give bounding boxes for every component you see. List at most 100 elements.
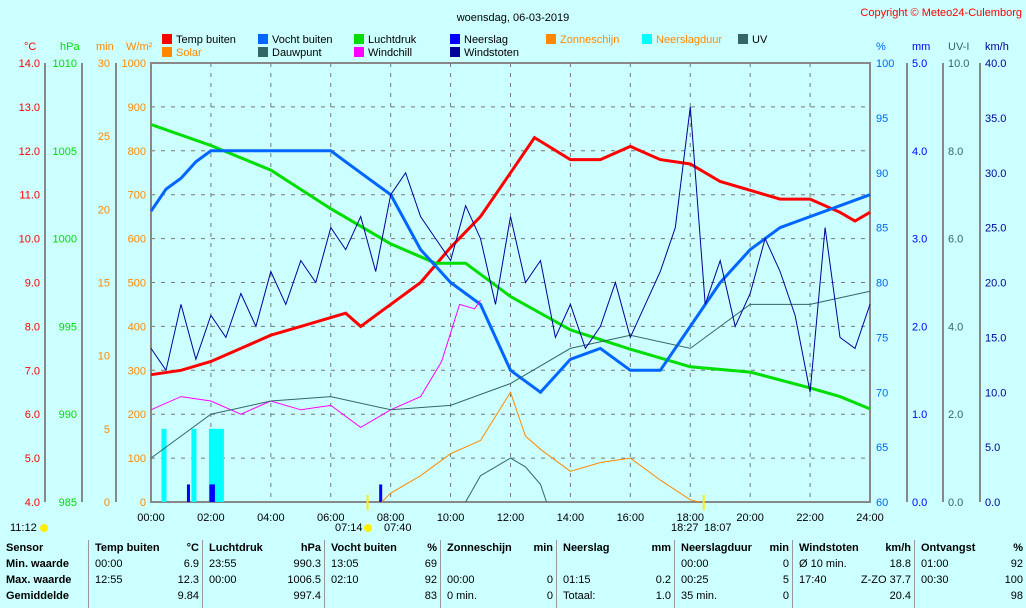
table-cell: Neerslag	[563, 542, 610, 554]
tick-label-wind: 40.0	[985, 58, 1006, 70]
table-cell: 6.9	[183, 558, 199, 570]
tick-label-solar: 100	[128, 453, 146, 465]
legend-swatch-pressure	[354, 34, 364, 44]
table-cell: mm	[651, 542, 671, 554]
table-cell: 18.8	[889, 558, 911, 570]
tick-label-temp: 4.0	[25, 497, 40, 509]
table-cell: Max. waarde	[6, 574, 72, 586]
legend-label-windchill: Windchill	[368, 47, 412, 59]
table-row: 00:00 6.9	[89, 556, 203, 572]
table-row: 00:00 1006.5	[203, 572, 325, 588]
table-cell: 0	[782, 558, 789, 570]
legend-swatch-solar	[162, 47, 172, 57]
table-cell: 83	[424, 590, 437, 602]
x-tick-label: 22:00	[796, 512, 824, 524]
legend-label-gusts: Windstoten	[464, 47, 519, 59]
series-line-windchill	[150, 299, 481, 428]
table-row: 00:30 100	[915, 572, 1026, 588]
rainduration-bar	[191, 428, 197, 502]
table-row: Ø 10 min. 18.8	[793, 556, 915, 572]
x-tick-label: 16:00	[617, 512, 645, 524]
rain-bar	[379, 484, 383, 502]
axis-label-solar: W/m²	[126, 41, 153, 53]
table-cell: min	[769, 542, 789, 554]
sun-icon	[364, 524, 372, 532]
tick-label-solar: 300	[128, 365, 146, 377]
table-cell: 98	[1010, 590, 1023, 602]
tick-label-uv: 2.0	[948, 409, 963, 421]
axis-label-wind: km/h	[985, 41, 1009, 53]
axis-label-temp: °C	[24, 41, 36, 53]
tick-label-temp: 9.0	[25, 278, 40, 290]
tick-label-wind: 35.0	[985, 113, 1006, 125]
table-cell: 0	[546, 590, 553, 602]
tick-label-solar: 200	[128, 409, 146, 421]
moon-icon	[40, 524, 48, 532]
rainduration-bar	[208, 428, 214, 502]
table-cell: Z-ZO 37.7	[860, 574, 911, 586]
table-row: Gemiddelde	[0, 588, 88, 604]
table-cell: Ontvangst	[921, 542, 976, 554]
tick-label-minutes: 25	[98, 131, 110, 143]
table-row: 02:10 92	[325, 572, 441, 588]
table-column: Zonneschijn min 00:00 0 0 min. 0	[440, 540, 557, 608]
tick-label-wind: 15.0	[985, 332, 1006, 344]
table-row: 35 min. 0	[675, 588, 793, 604]
sunrise-time: 07:14	[335, 522, 363, 534]
tick-label-humidity: 80	[876, 278, 888, 290]
table-row: 00:25 5	[675, 572, 793, 588]
legend-label-dewpoint: Dauwpunt	[272, 47, 322, 59]
stats-table: Sensor Min. waarde Max. waarde Gemiddelde Te…	[0, 540, 1026, 608]
table-cell: 13:05	[331, 558, 359, 570]
x-tick-label: 04:00	[257, 512, 285, 524]
table-column: Sensor Min. waarde Max. waarde Gemiddelde	[0, 540, 88, 608]
tick-label-humidity: 95	[876, 113, 888, 125]
table-cell: 990.3	[293, 558, 321, 570]
tick-label-solar: 500	[128, 278, 146, 290]
weather-chart: woensdag, 06-03-2019 Copyright © Meteo24-…	[10, 7, 1022, 534]
tick-label-uv: 6.0	[948, 234, 963, 246]
table-cell: Totaal:	[563, 590, 596, 602]
tick-label-solar: 800	[128, 146, 146, 158]
table-cell: hPa	[300, 542, 321, 554]
tick-label-solar: 400	[128, 321, 146, 333]
table-cell: 23:55	[209, 558, 237, 570]
tick-label-temp: 7.0	[25, 365, 40, 377]
rain-bar	[211, 484, 215, 502]
table-row: 23:55 990.3	[203, 556, 325, 572]
tick-label-humidity: 85	[876, 223, 888, 235]
tick-label-humidity: 65	[876, 442, 888, 454]
table-row	[441, 556, 557, 572]
legend-label-uv: UV	[752, 34, 768, 46]
tick-label-humidity: 60	[876, 497, 888, 509]
tick-label-pressure: 985	[59, 497, 77, 509]
table-cell: 01:15	[563, 574, 591, 586]
table-column: Neerslag mm 01:15 0.2 Totaal: 1.0	[556, 540, 675, 608]
legend-swatch-sunshine	[546, 34, 556, 44]
dawn-time: 07:40	[384, 522, 412, 534]
legend-swatch-gusts	[450, 47, 460, 57]
table-cell: 00:00	[209, 574, 237, 586]
series-line-temp	[150, 135, 871, 377]
tick-label-temp: 11.0	[19, 190, 40, 202]
table-cell: Luchtdruk	[209, 542, 263, 554]
tick-label-temp: 8.0	[25, 321, 40, 333]
table-column: Windstoten km/h Ø 10 min. 18.8 17:40 Z-ZO 37.…	[792, 540, 915, 608]
table-row: Totaal: 1.0	[557, 588, 675, 604]
x-tick-label: 00:00	[137, 512, 165, 524]
series-line-dewpoint	[150, 290, 871, 459]
table-row: 00:00 0	[441, 572, 557, 588]
table-cell: 01:00	[921, 558, 949, 570]
tick-label-temp: 6.0	[25, 409, 40, 421]
table-row: 01:15 0.2	[557, 572, 675, 588]
x-tick-label: 24:00	[856, 512, 884, 524]
moonrise-time: 11:12	[10, 522, 37, 534]
table-row: 12:55 12.3	[89, 572, 203, 588]
table-row: 98	[915, 588, 1026, 604]
table-cell: 0	[546, 574, 553, 586]
tick-label-solar: 0	[140, 497, 146, 509]
table-cell: 00:00	[681, 558, 709, 570]
tick-label-humidity: 75	[876, 332, 888, 344]
table-cell: Zonneschijn	[447, 542, 512, 554]
legend-swatch-humidity	[258, 34, 268, 44]
